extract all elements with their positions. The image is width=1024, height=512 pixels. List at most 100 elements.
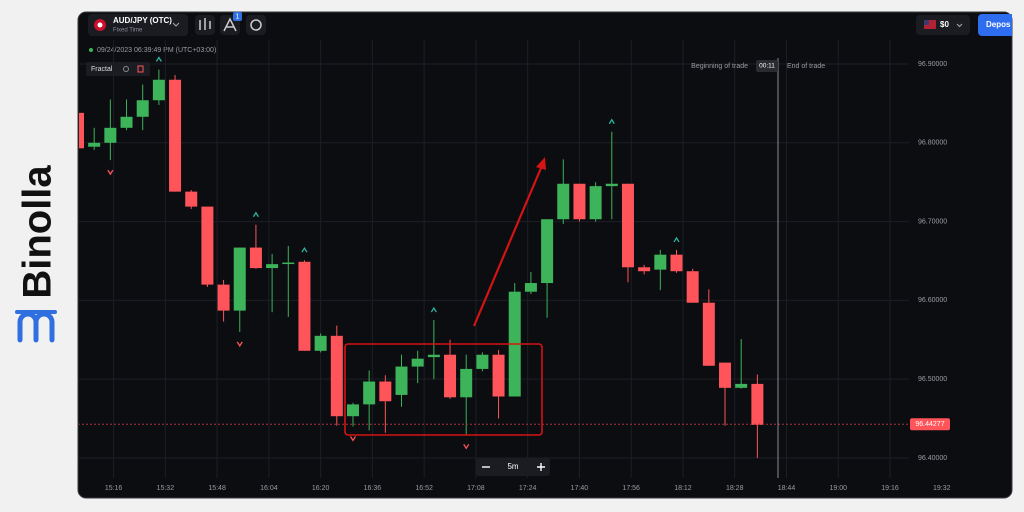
candle-body [169,79,182,192]
x-tick-label: 16:36 [364,485,382,492]
current-price-box [910,418,950,431]
annotation-arrow [472,167,543,327]
y-tick-label: 96.40000 [918,455,947,462]
trade-end: End of trade [787,63,825,70]
candle-body [719,362,732,388]
current-price-label: 96.44277 [915,421,944,428]
live-dot [89,48,93,52]
candle-body [217,284,230,311]
candle-body [266,264,279,269]
x-tick-label: 16:20 [312,485,330,492]
x-tick-label: 17:08 [467,485,485,492]
candle-body [152,79,165,101]
candle-body [298,261,311,351]
indicator-delete[interactable] [137,65,144,73]
fractal-up [608,118,615,125]
x-tick-label: 17:56 [622,485,640,492]
fractal-up [430,306,437,313]
fractal-down [236,341,243,348]
candle-body [249,247,262,269]
x-tick-label: 18:44 [778,485,796,492]
indicators-icon [223,17,237,32]
deposit-button[interactable] [978,14,1012,36]
y-tick-label: 96.90000 [918,61,947,68]
candle-body [233,247,246,311]
candle-body [557,183,570,220]
candle-body [492,354,505,397]
x-tick-label: 19:32 [933,485,951,492]
candle-body [541,219,554,284]
fractal-down [107,169,114,176]
x-tick-label: 15:32 [157,485,175,492]
fractal-up [301,246,308,253]
candle-body [330,335,343,417]
indicator-name: Fractal [91,66,113,73]
timestamp: 09/24/2023 06:39:49 PM (UTC+03:00) [97,47,216,54]
pair-flag-dot [97,22,103,28]
candle-body [379,381,392,402]
trade-timer-box [756,60,778,72]
candle-body [427,354,440,358]
candle-body [314,335,327,351]
candle-body [120,116,133,128]
candle-body [605,183,618,187]
fractal-up [155,56,162,62]
candle-body [346,404,359,417]
balance-caret [956,23,963,28]
candle-body [282,262,295,265]
candle-body [136,100,149,117]
fractal-down [349,436,357,442]
timeframe-plus[interactable] [537,463,545,471]
x-tick-label: 16:04 [260,485,278,492]
candle-body [589,186,602,220]
timeframe[interactable]: 5m [507,462,518,471]
candle-body [476,354,489,369]
y-tick-label: 96.60000 [918,297,947,304]
candle-body [654,254,667,270]
candle-body [88,142,101,147]
candle-body [735,383,748,388]
candle-body [702,302,715,366]
logo-text: Binolla [16,165,60,299]
x-tick-label: 18:28 [726,485,744,492]
y-tick-label: 96.80000 [918,140,947,147]
balance-flag-canton [924,20,929,25]
candle-body [686,271,699,303]
x-tick-label: 15:16 [105,485,123,492]
x-tick-label: 16:52 [415,485,433,492]
trade-timer: 00:11 [759,63,775,70]
pair-name: AUD/JPY (OTC) [113,16,172,25]
pair-selector[interactable] [88,14,188,36]
candle-body [201,206,214,285]
candle-body [363,381,376,405]
fractal-down [463,443,470,450]
drawing-button[interactable] [246,15,266,35]
balance-flag [924,20,936,29]
x-tick-label: 18:12 [674,485,692,492]
annotation-box [344,343,543,436]
deposit-label: Depos [986,20,1011,29]
candle-body [79,112,84,149]
x-tick-label: 17:40 [571,485,589,492]
badge-count: 1 [236,13,240,20]
dropdown-caret [172,22,180,27]
pair-mode: Fixed Time [113,28,143,34]
indicator-chip[interactable] [86,62,150,76]
candle-body [104,127,117,143]
y-tick-label: 96.50000 [918,376,947,383]
drawing-icon [250,19,262,31]
balance: $0 [940,20,949,29]
indicator-visibility[interactable] [123,66,129,72]
x-tick-label: 15:48 [208,485,226,492]
candle-body [670,254,683,272]
candle-body [573,183,586,220]
candle-body [638,267,651,272]
candle-body [524,283,537,292]
candle-body [460,368,473,398]
y-tick-label: 96.70000 [918,218,947,225]
trade-begin: Beginning of trade [691,63,748,70]
candle-body [444,354,457,398]
candle-body [621,183,634,268]
x-tick-label: 19:16 [881,485,899,492]
